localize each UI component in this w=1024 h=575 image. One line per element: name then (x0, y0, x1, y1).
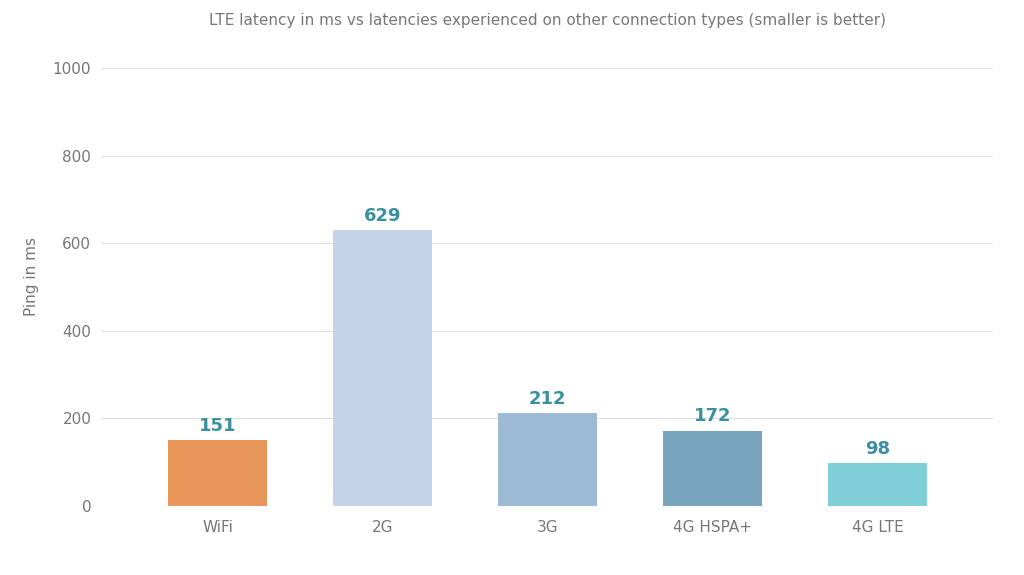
Text: 151: 151 (199, 417, 237, 435)
Text: 212: 212 (529, 390, 566, 408)
Bar (499, 413, 597, 506)
Bar (334, 231, 432, 506)
Text: 98: 98 (865, 440, 890, 458)
Text: 172: 172 (694, 408, 731, 426)
Bar (828, 463, 928, 506)
Bar (168, 440, 267, 506)
Bar (664, 431, 762, 506)
Text: 629: 629 (365, 207, 401, 225)
Y-axis label: Ping in ms: Ping in ms (24, 236, 39, 316)
Title: LTE latency in ms vs latencies experienced on other connection types (smaller is: LTE latency in ms vs latencies experienc… (209, 13, 887, 28)
